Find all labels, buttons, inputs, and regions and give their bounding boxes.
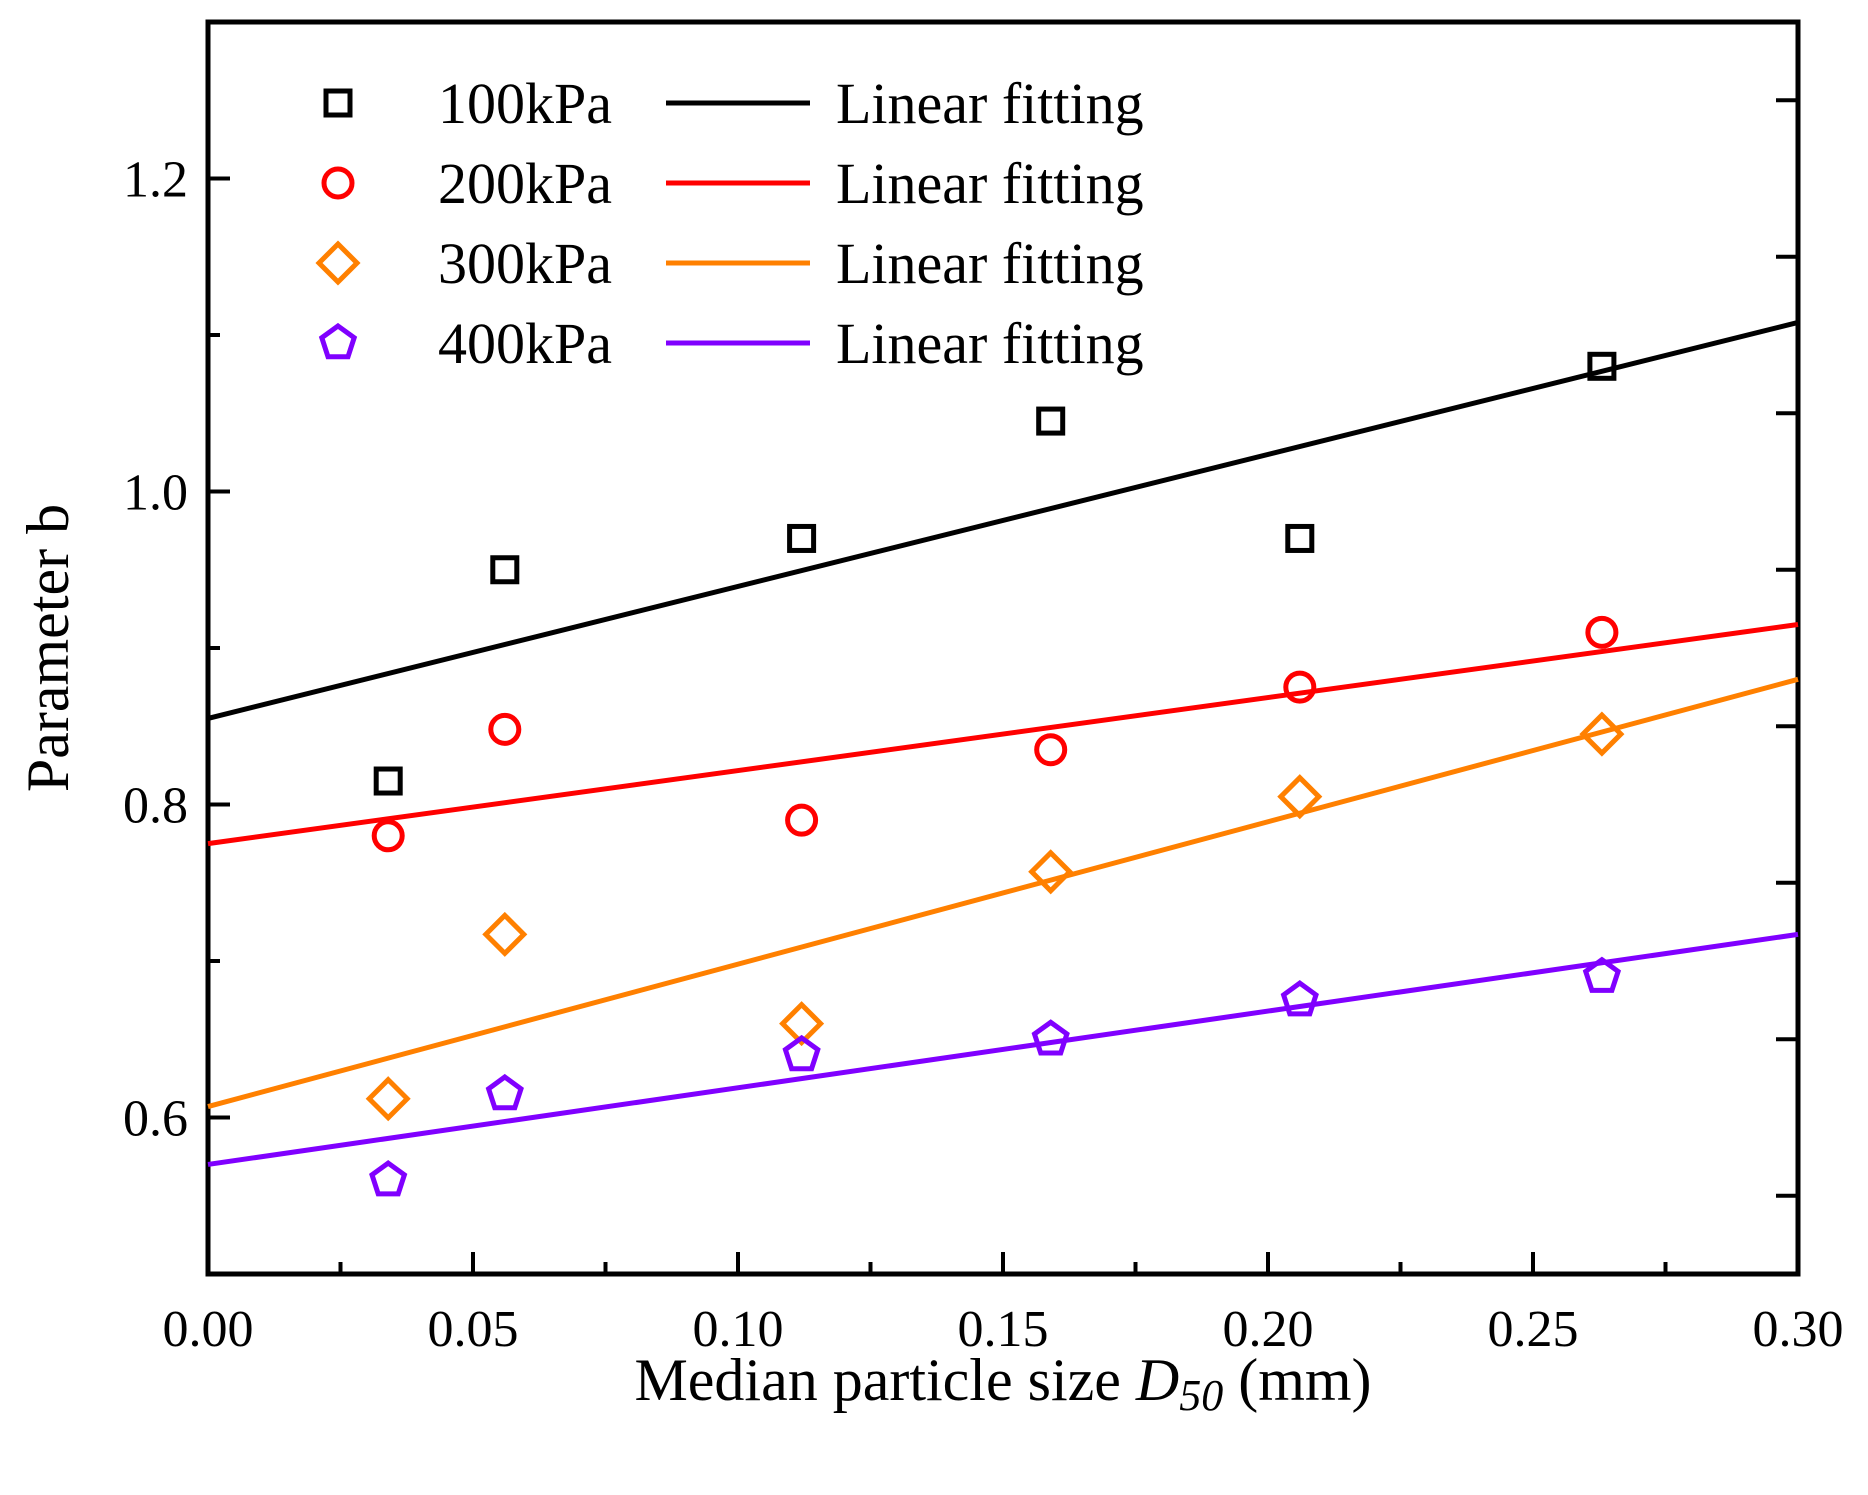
legend-label-300kPa: 300kPa	[438, 231, 612, 296]
point-400kPa-3	[1031, 1019, 1070, 1056]
point-100kPa-5	[1587, 351, 1617, 381]
point-300kPa-1	[482, 911, 528, 957]
point-300kPa-2	[779, 1001, 825, 1047]
y-tick-label: 0.8	[123, 778, 188, 835]
fit-line-100kPa	[207, 320, 1799, 721]
legend-marker-200kPa	[321, 166, 355, 200]
x-axis-title: Median particle size D50 (mm)	[634, 1347, 1371, 1420]
point-200kPa-0	[371, 819, 405, 853]
x-tick-label: 0.10	[693, 1301, 784, 1358]
point-200kPa-2	[785, 803, 819, 837]
y-tick-label: 0.6	[123, 1091, 188, 1148]
legend-label-200kPa: 200kPa	[438, 151, 612, 216]
point-400kPa-1	[485, 1073, 524, 1111]
point-100kPa-1	[490, 555, 520, 585]
legend-marker-300kPa	[315, 240, 361, 286]
data-markers	[365, 351, 1625, 1197]
point-200kPa-4	[1283, 670, 1317, 704]
point-400kPa-5	[1582, 956, 1622, 993]
legend-fit-label-100kPa: Linear fitting	[836, 71, 1144, 136]
point-300kPa-3	[1028, 849, 1074, 895]
x-axis-title-suffix: (mm)	[1223, 1347, 1371, 1413]
point-100kPa-4	[1285, 523, 1315, 553]
fit-line-200kPa	[207, 622, 1799, 847]
x-axis-ticks: 0.00 0.05 0.10 0.15 0.20 0.25 0.30	[163, 1252, 1844, 1358]
point-100kPa-2	[787, 523, 817, 553]
x-tick-label: 0.20	[1223, 1301, 1314, 1358]
fit-line-300kPa	[207, 676, 1799, 1109]
x-tick-label: 0.25	[1488, 1301, 1579, 1358]
point-400kPa-2	[782, 1034, 821, 1072]
legend-fit-label-200kPa: Linear fitting	[836, 151, 1144, 216]
point-300kPa-4	[1277, 774, 1323, 820]
point-200kPa-5	[1585, 615, 1619, 649]
point-100kPa-3	[1036, 406, 1066, 436]
point-400kPa-0	[369, 1160, 408, 1197]
point-400kPa-4	[1280, 980, 1319, 1017]
x-axis-title-var: D	[1135, 1347, 1179, 1413]
point-300kPa-5	[1579, 711, 1625, 757]
legend-label-100kPa: 100kPa	[438, 71, 612, 136]
x-tick-label: 0.30	[1753, 1301, 1844, 1358]
y-axis-title: Parameter b	[15, 504, 81, 792]
point-300kPa-0	[365, 1076, 411, 1122]
point-200kPa-1	[488, 712, 522, 746]
legend-label-400kPa: 400kPa	[438, 311, 612, 376]
y-tick-label: 1.2	[123, 152, 188, 209]
point-200kPa-3	[1034, 733, 1068, 767]
legend-marker-400kPa	[318, 322, 358, 360]
legend-fit-label-300kPa: Linear fitting	[836, 231, 1144, 296]
fit-lines	[207, 320, 1799, 1167]
y-axis-ticks: 0.6 0.8 1.0 1.2	[123, 20, 1798, 1276]
y-tick-label: 1.0	[123, 465, 188, 522]
x-tick-label: 0.05	[428, 1301, 519, 1358]
x-tick-label: 0.00	[163, 1301, 254, 1358]
fit-line-400kPa	[207, 931, 1799, 1167]
x-tick-label: 0.15	[958, 1301, 1049, 1358]
x-axis-title-prefix: Median particle size	[634, 1347, 1135, 1413]
point-100kPa-0	[373, 766, 403, 796]
legend: 100kPa Linear fitting 200kPa Linear fitting…	[315, 71, 1144, 376]
legend-marker-100kPa	[323, 88, 353, 118]
x-axis-title-sub: 50	[1179, 1371, 1223, 1420]
legend-fit-label-400kPa: Linear fitting	[836, 311, 1144, 376]
